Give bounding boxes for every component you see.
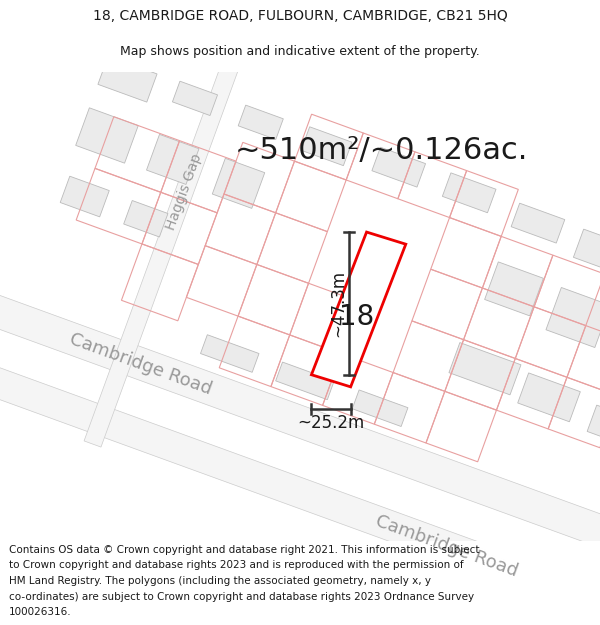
Text: ~25.2m: ~25.2m xyxy=(298,414,365,432)
Polygon shape xyxy=(212,158,265,208)
Text: Cambridge Road: Cambridge Road xyxy=(67,329,215,398)
Polygon shape xyxy=(301,127,352,166)
Polygon shape xyxy=(372,148,425,187)
Polygon shape xyxy=(449,342,521,395)
Text: Haggis Gap: Haggis Gap xyxy=(164,152,205,232)
Text: Contains OS data © Crown copyright and database right 2021. This information is : Contains OS data © Crown copyright and d… xyxy=(9,545,479,555)
Polygon shape xyxy=(546,288,600,348)
Polygon shape xyxy=(352,390,408,426)
Polygon shape xyxy=(275,362,334,399)
Polygon shape xyxy=(311,232,406,387)
Text: HM Land Registry. The polygons (including the associated geometry, namely x, y: HM Land Registry. The polygons (includin… xyxy=(9,576,431,586)
Text: ~47.3m: ~47.3m xyxy=(329,270,347,337)
Polygon shape xyxy=(442,173,496,213)
Polygon shape xyxy=(98,56,157,102)
Polygon shape xyxy=(200,335,259,372)
Polygon shape xyxy=(0,256,600,560)
Polygon shape xyxy=(511,203,565,243)
Text: 100026316.: 100026316. xyxy=(9,608,71,618)
Polygon shape xyxy=(76,108,138,163)
Polygon shape xyxy=(146,134,199,184)
Text: Map shows position and indicative extent of the property.: Map shows position and indicative extent… xyxy=(120,45,480,58)
Polygon shape xyxy=(485,262,544,316)
Polygon shape xyxy=(587,405,600,450)
Text: Cambridge Road: Cambridge Road xyxy=(373,512,520,581)
Polygon shape xyxy=(0,320,600,622)
Polygon shape xyxy=(60,176,109,217)
Polygon shape xyxy=(172,81,218,116)
Polygon shape xyxy=(238,105,283,139)
Text: 18, CAMBRIDGE ROAD, FULBOURN, CAMBRIDGE, CB21 5HQ: 18, CAMBRIDGE ROAD, FULBOURN, CAMBRIDGE,… xyxy=(92,9,508,22)
Text: co-ordinates) are subject to Crown copyright and database rights 2023 Ordnance S: co-ordinates) are subject to Crown copyr… xyxy=(9,592,474,602)
Text: ~510m²/~0.126ac.: ~510m²/~0.126ac. xyxy=(235,136,529,166)
Polygon shape xyxy=(124,201,168,237)
Text: 18: 18 xyxy=(340,303,374,331)
Text: to Crown copyright and database rights 2023 and is reproduced with the permissio: to Crown copyright and database rights 2… xyxy=(9,561,464,571)
Polygon shape xyxy=(84,65,238,447)
Polygon shape xyxy=(574,229,600,274)
Polygon shape xyxy=(518,373,580,422)
